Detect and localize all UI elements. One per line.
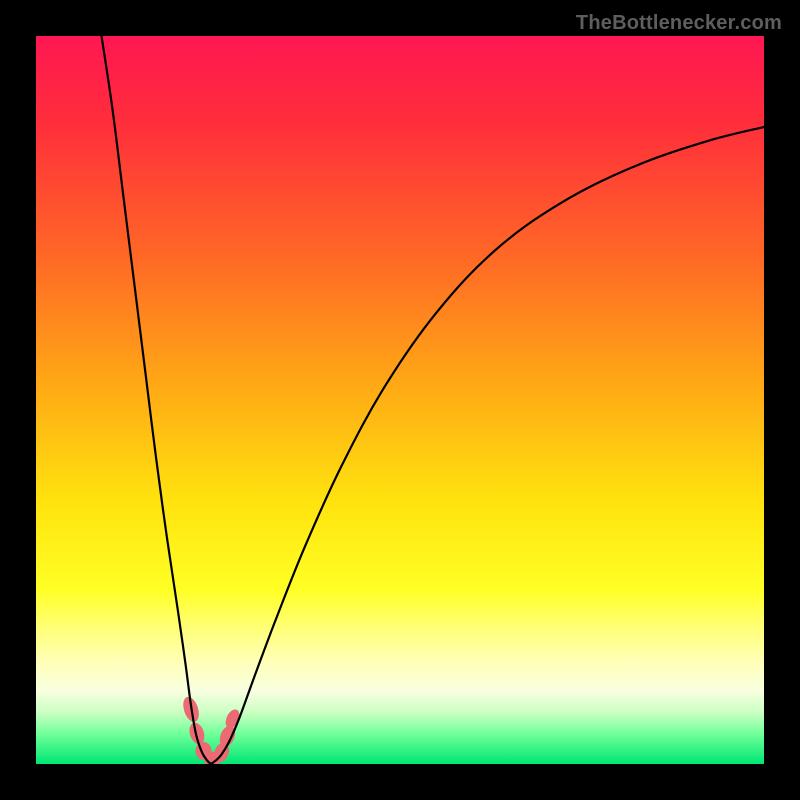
chart-outer-frame: TheBottlenecker.com: [0, 0, 800, 800]
plot-area: [36, 36, 764, 764]
gradient-background: [36, 36, 764, 764]
bottleneck-curve-chart: [36, 36, 764, 764]
watermark-text: TheBottlenecker.com: [576, 12, 782, 35]
